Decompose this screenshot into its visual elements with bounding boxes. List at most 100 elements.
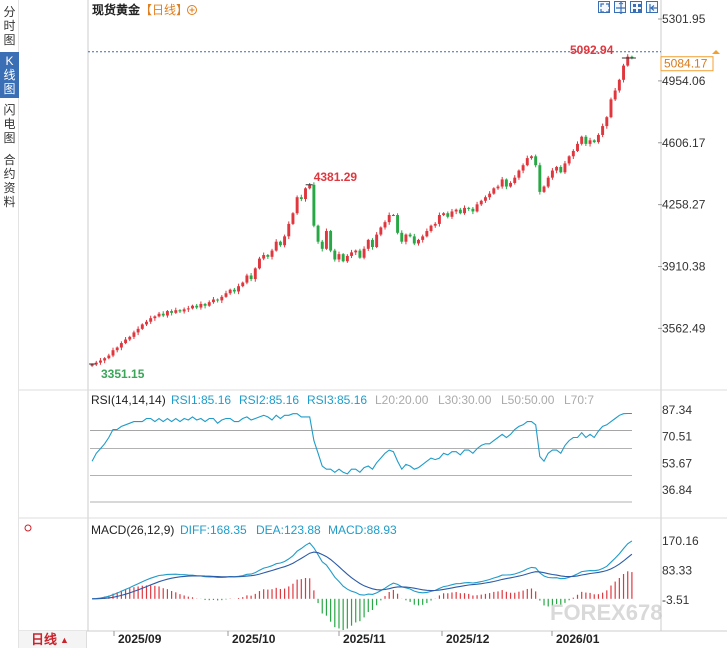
rsi-readout: L70:7 <box>564 393 594 407</box>
plus-circle-icon[interactable] <box>187 5 197 15</box>
period-label: 【日线】 <box>140 3 188 17</box>
candle-body <box>220 296 224 301</box>
caret-up-icon: ▲ <box>60 635 69 645</box>
candle-body <box>375 234 379 248</box>
macd-hist-readout: MACD:88.93 <box>328 523 397 537</box>
period-selector[interactable]: 日线 ▲ <box>19 631 87 648</box>
last-price-tag <box>660 56 714 72</box>
candle-body <box>278 241 282 246</box>
candle-body <box>174 310 178 313</box>
candle-body <box>224 293 228 297</box>
candle-body <box>391 215 395 217</box>
candle-body <box>258 258 261 269</box>
candle-body <box>366 239 370 249</box>
candle-body <box>454 209 458 212</box>
candle-body <box>509 182 513 187</box>
candle-body <box>609 99 613 118</box>
candle-body <box>241 282 245 287</box>
sidebar-tab-contract-info[interactable]: 合约资料 <box>3 153 16 209</box>
scroll-marker-icon <box>712 50 720 54</box>
rsi-tick-label: 36.84 <box>662 483 692 497</box>
candle-body <box>584 136 588 144</box>
candle-body <box>98 360 102 363</box>
date-axis-label: 2025/12 <box>446 632 490 646</box>
candle-body <box>119 343 123 348</box>
candle-body <box>157 313 161 317</box>
candle-body <box>124 339 128 344</box>
candle-body <box>207 302 211 306</box>
candle-body <box>622 65 626 80</box>
candle-body <box>291 213 295 224</box>
macd-dea-readout: DEA:123.88 <box>256 523 321 537</box>
candle-body <box>504 179 508 187</box>
candle-body <box>358 250 362 258</box>
candle-body <box>329 231 333 251</box>
candle-body <box>479 200 483 205</box>
candle-body <box>232 289 236 292</box>
candle-body <box>115 347 119 351</box>
candle-body <box>383 222 387 228</box>
candle-body <box>630 56 634 58</box>
candle-body <box>140 324 144 329</box>
candle-body <box>308 184 312 189</box>
candle-body <box>266 255 270 257</box>
watermark: FOREX678 <box>550 600 663 625</box>
target-icon <box>24 524 32 532</box>
candle-body <box>295 197 299 214</box>
candle-body <box>228 289 232 294</box>
candle-body <box>617 79 621 91</box>
candle-body <box>283 236 287 246</box>
candle-body <box>170 311 174 313</box>
candle-body <box>195 305 199 308</box>
candle-body <box>555 166 559 171</box>
candle-body <box>592 140 596 143</box>
candle-body <box>387 215 391 223</box>
candle-body <box>400 232 404 242</box>
candle-body <box>362 248 366 258</box>
candle-body <box>605 117 609 127</box>
candle-body <box>274 241 278 251</box>
rsi-line <box>91 412 632 475</box>
candle-body <box>354 250 358 253</box>
candle-body <box>417 239 420 244</box>
macd-label: MACD(26,12,9) <box>91 523 174 537</box>
candle-body <box>128 336 132 340</box>
candle-body <box>525 158 529 166</box>
candle-body <box>467 207 471 209</box>
candle-body <box>211 299 215 303</box>
candle-body <box>442 213 446 216</box>
expand-icon[interactable] <box>598 1 610 13</box>
candle-body <box>567 156 571 164</box>
candle-body <box>538 165 542 192</box>
candle-body <box>216 299 220 301</box>
candle-body <box>90 364 94 366</box>
price-tick-label: 4258.27 <box>662 198 706 212</box>
sidebar-tab-timeshare[interactable]: 分时图 <box>3 5 16 47</box>
candle-body <box>165 311 169 316</box>
candle-body <box>132 332 136 337</box>
grid-layout-icon[interactable] <box>630 1 642 13</box>
candle-body <box>145 321 148 325</box>
macd-tick-label: 170.16 <box>662 534 699 548</box>
candle-body <box>94 362 98 365</box>
candle-body <box>270 250 274 257</box>
candle-body <box>337 254 341 260</box>
sidebar-tab-flash[interactable]: 闪电图 <box>3 103 16 145</box>
crosshair-icon[interactable] <box>614 1 626 14</box>
candle-body <box>429 225 433 232</box>
candle-body <box>450 211 454 217</box>
candle-body <box>287 223 291 237</box>
candle-body <box>262 255 266 259</box>
candle-body <box>496 186 500 189</box>
macd-dea-line <box>92 551 633 600</box>
zoom-out-icon[interactable] <box>646 1 658 13</box>
candle-body <box>463 207 466 214</box>
candle-body <box>437 215 441 224</box>
candle-body <box>517 170 521 178</box>
candle-body <box>492 188 496 194</box>
candle-body <box>350 252 354 256</box>
candle-body <box>182 309 186 312</box>
candle-body <box>249 275 253 280</box>
